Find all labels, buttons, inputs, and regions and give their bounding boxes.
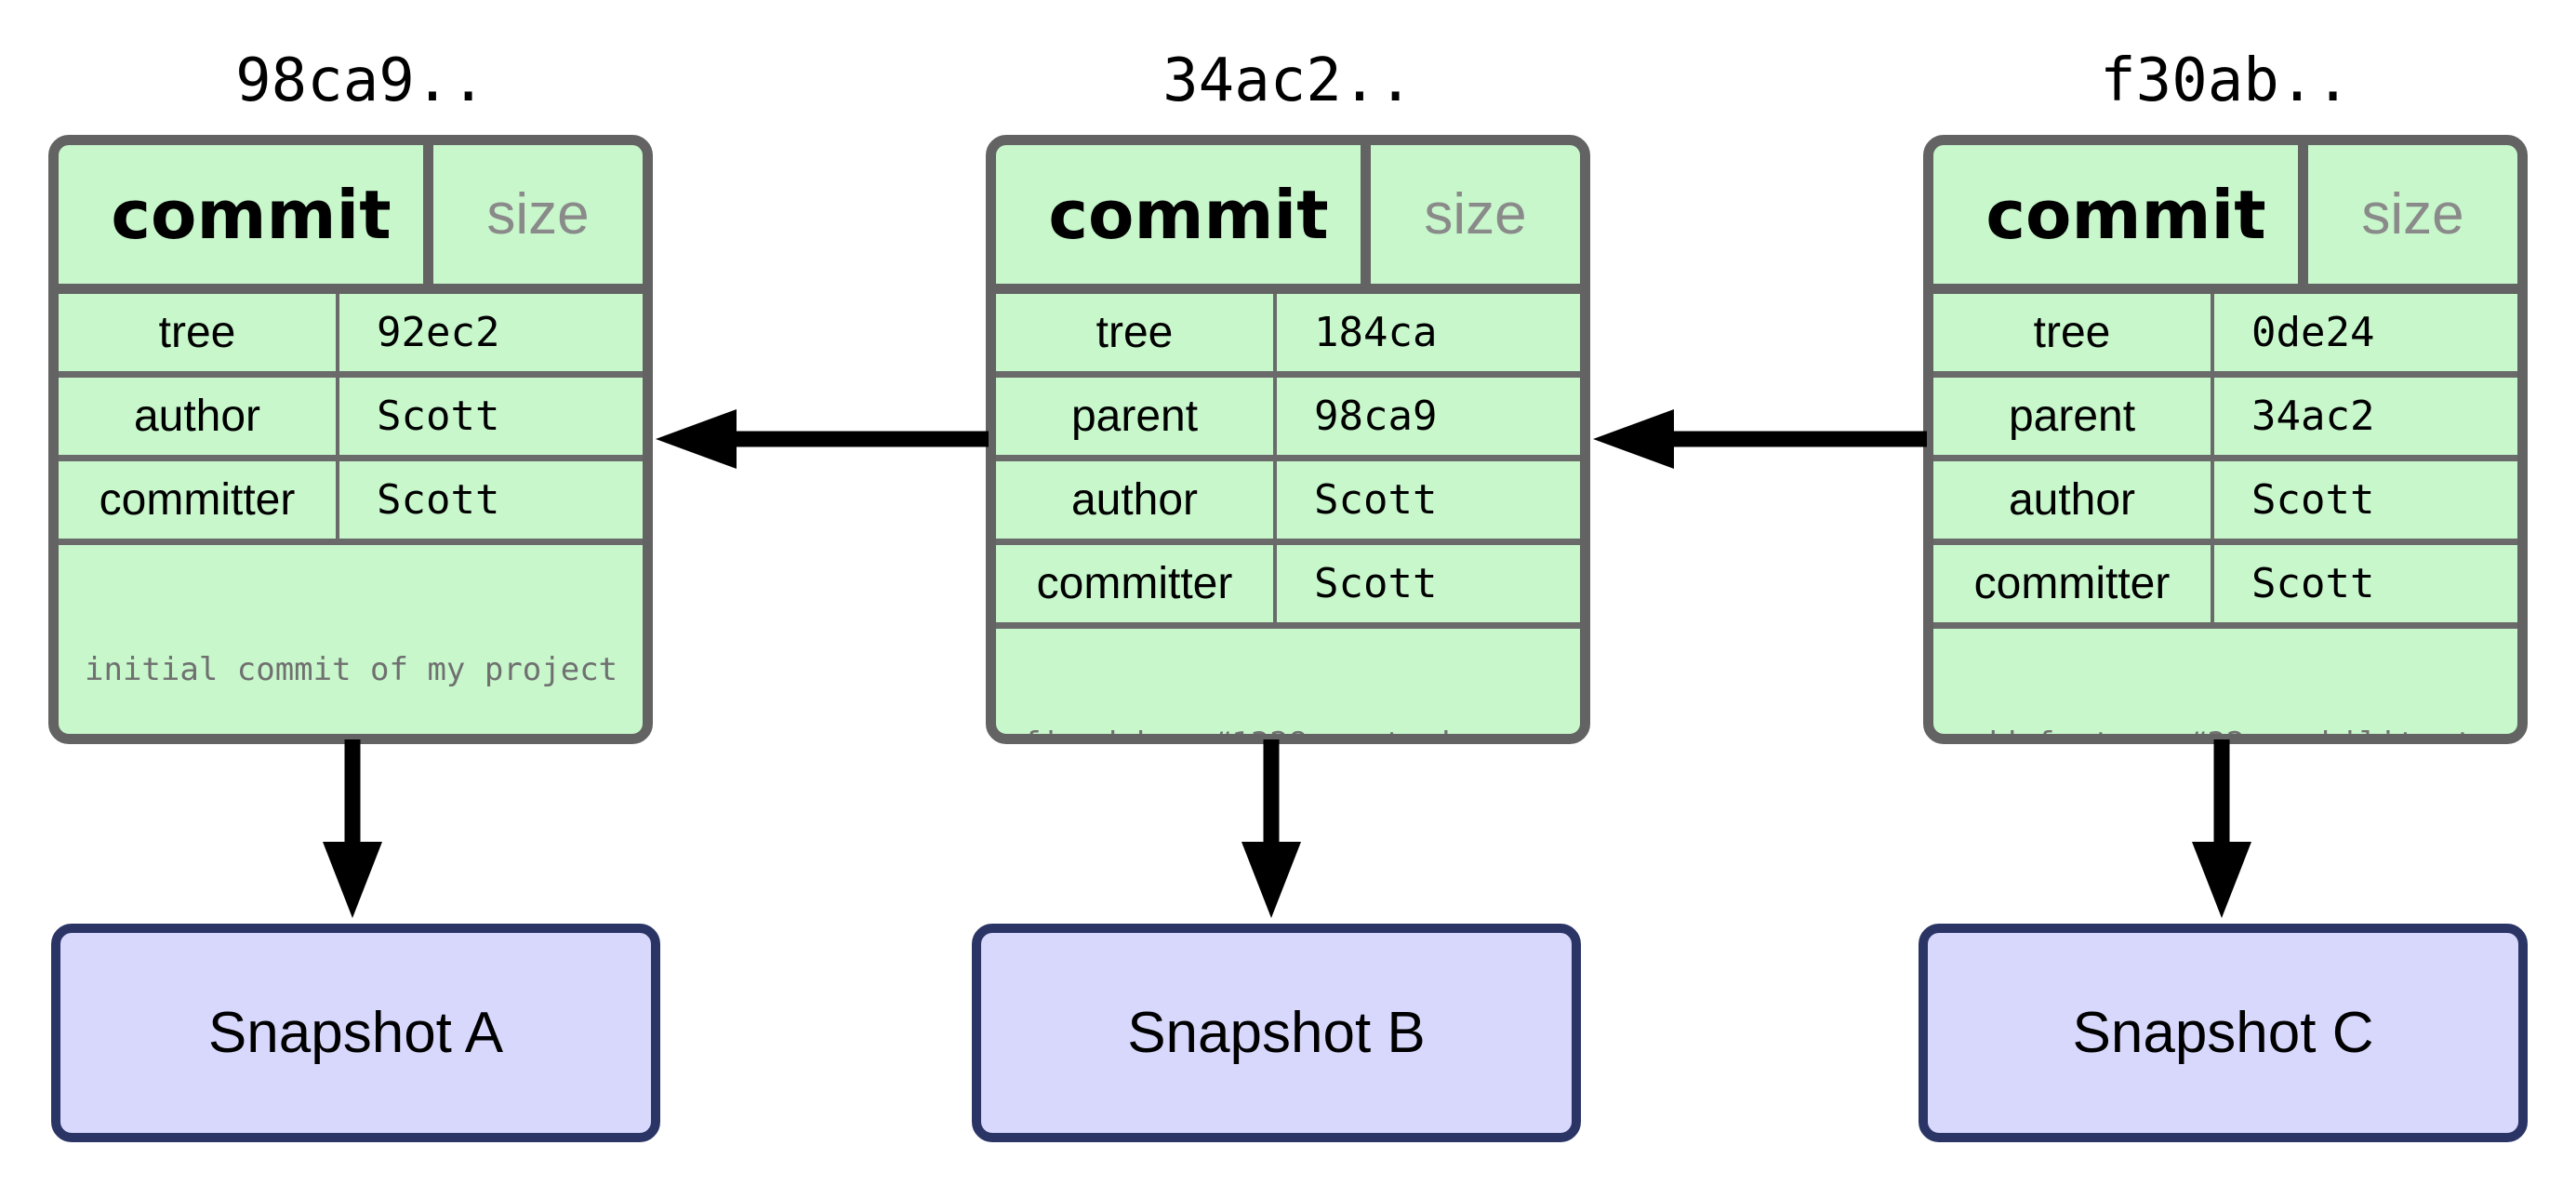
field-value: Scott xyxy=(377,393,500,440)
size-label: size xyxy=(2298,145,2517,284)
field-value: 34ac2 xyxy=(2251,393,2375,440)
field-row-committer: committer Scott xyxy=(59,461,643,545)
field-row-author: author Scott xyxy=(996,461,1580,545)
field-key: tree xyxy=(996,294,1277,371)
field-key: committer xyxy=(996,545,1277,622)
commit-message-line: add feature #32 - ability to xyxy=(1959,726,2493,744)
field-row-tree: tree 92ec2 xyxy=(59,294,643,378)
field-key: author xyxy=(996,461,1277,539)
commit-object-3: commit size tree 0de24 parent 34ac2 auth… xyxy=(1923,135,2528,744)
commit-object-2: commit size tree 184ca parent 98ca9 auth… xyxy=(986,135,1590,744)
commit-hash-3: f30ab.. xyxy=(2100,47,2351,115)
commit-type-label: commit xyxy=(111,175,392,254)
commit-header: commit size xyxy=(1933,145,2517,294)
field-key: tree xyxy=(1933,294,2214,371)
field-row-author: author Scott xyxy=(1933,461,2517,545)
size-label: size xyxy=(423,145,643,284)
field-value: Scott xyxy=(1314,476,1438,524)
field-value: Scott xyxy=(2251,476,2375,524)
commit-type-label: commit xyxy=(1048,175,1329,254)
commit-header: commit size xyxy=(996,145,1580,294)
field-value: Scott xyxy=(2251,560,2375,607)
commit-header: commit size xyxy=(59,145,643,294)
field-key: author xyxy=(1933,461,2214,539)
tree-arrow-head xyxy=(323,842,382,918)
snapshot-c: Snapshot C xyxy=(1919,924,2528,1142)
field-row-parent: parent 98ca9 xyxy=(996,378,1580,461)
field-row-author: author Scott xyxy=(59,378,643,461)
field-value: 92ec2 xyxy=(377,309,500,356)
field-row-tree: tree 0de24 xyxy=(1933,294,2517,378)
commit-object-1: commit size tree 92ec2 author Scott comm… xyxy=(48,135,653,744)
commit-hash-2: 34ac2.. xyxy=(1162,47,1414,115)
commit-message-line: initial commit of my project xyxy=(85,651,618,688)
parent-arrow-head xyxy=(656,409,737,469)
field-key: author xyxy=(59,378,339,455)
commit-message: initial commit of my project xyxy=(85,561,637,734)
field-row-committer: committer Scott xyxy=(1933,545,2517,629)
field-row-parent: parent 34ac2 xyxy=(1933,378,2517,461)
snapshot-b: Snapshot B xyxy=(972,924,1581,1142)
field-value: 184ca xyxy=(1314,309,1438,356)
snapshot-a: Snapshot A xyxy=(51,924,660,1142)
commit-message-line: fixed bug #1328 - stack xyxy=(1022,726,1460,744)
field-key: tree xyxy=(59,294,339,371)
field-value: Scott xyxy=(377,476,500,524)
commit-hash-1: 98ca9.. xyxy=(235,47,486,115)
field-value: 98ca9 xyxy=(1314,393,1438,440)
field-key: parent xyxy=(1933,378,2214,455)
size-label: size xyxy=(1361,145,1580,284)
commit-message: fixed bug #1328 - stack overflow under c… xyxy=(1022,635,1574,744)
field-value: 0de24 xyxy=(2251,309,2375,356)
commit-type-label: commit xyxy=(1985,175,2266,254)
field-row-committer: committer Scott xyxy=(996,545,1580,629)
field-row-tree: tree 184ca xyxy=(996,294,1580,378)
parent-arrow-head xyxy=(1593,409,1674,469)
field-key: committer xyxy=(59,461,339,539)
tree-arrow-head xyxy=(1242,842,1301,918)
field-key: committer xyxy=(1933,545,2214,622)
commit-message: add feature #32 - ability to add new for… xyxy=(1959,635,2512,744)
field-value: Scott xyxy=(1314,560,1438,607)
field-key: parent xyxy=(996,378,1277,455)
tree-arrow-head xyxy=(2192,842,2251,918)
